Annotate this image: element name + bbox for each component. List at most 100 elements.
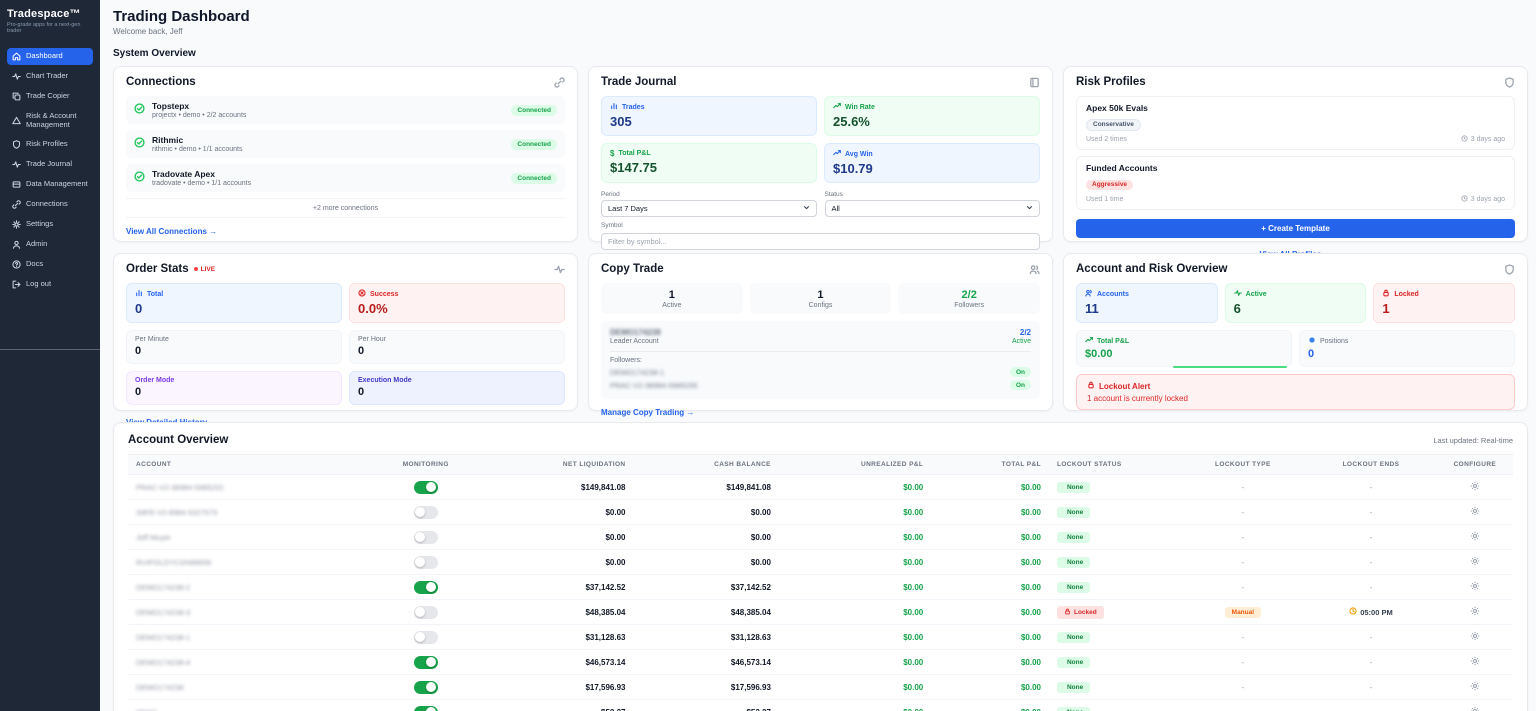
on-badge[interactable]: On xyxy=(1010,380,1031,390)
table-row: RUIFOLDYCGN88656 $0.00 $0.00 $0.00 $0.00… xyxy=(128,550,1513,575)
configure-gear-icon[interactable] xyxy=(1470,606,1480,616)
sidebar-item-logout[interactable]: Log out xyxy=(7,276,93,293)
lockout-type-badge: Manual xyxy=(1225,607,1261,618)
create-template-button[interactable]: + Create Template xyxy=(1076,219,1515,238)
view-all-connections-link[interactable]: View All Connections → xyxy=(126,227,217,236)
last-updated-label: Last updated: Real-time xyxy=(1433,436,1513,445)
configure-gear-icon[interactable] xyxy=(1470,556,1480,566)
configure-gear-icon[interactable] xyxy=(1470,531,1480,541)
sidebar-item-connections[interactable]: Connections xyxy=(7,196,93,213)
configure-gear-icon[interactable] xyxy=(1470,506,1480,516)
status-select[interactable]: All xyxy=(825,200,1041,217)
positions-stat: Positions 0 xyxy=(1299,330,1515,367)
on-badge[interactable]: On xyxy=(1010,367,1031,377)
connection-item[interactable]: Rithmic rithmic • demo • 1/1 accounts Co… xyxy=(126,130,565,158)
order-stats-title: Order Stats xyxy=(126,263,189,275)
lockout-type-dash: - xyxy=(1242,583,1245,592)
monitoring-toggle[interactable] xyxy=(414,606,438,619)
table-row: 98568 $52.27 $52.27 $0.00 $0.00 None - -… xyxy=(128,700,1513,711)
symbol-input[interactable] xyxy=(601,233,1040,250)
lockout-type-dash: - xyxy=(1242,683,1245,692)
sidebar-item-admin[interactable]: Admin xyxy=(7,236,93,253)
status-label: Status xyxy=(825,191,1041,198)
col-net-liquidation: Net Liquidation xyxy=(488,455,633,475)
brand-logo: Tradespace™ xyxy=(7,8,93,20)
app-root: Tradespace™ Pro-grade apps for a next-ge… xyxy=(0,0,1536,711)
monitoring-toggle[interactable] xyxy=(414,681,438,694)
follower-name: DEMO174238-1 xyxy=(610,368,664,377)
manage-copy-trading-link[interactable]: Manage Copy Trading → xyxy=(601,408,694,417)
table-row: Jeff Moyer $0.00 $0.00 $0.00 $0.00 None … xyxy=(128,525,1513,550)
total-pnl-value: $0.00 xyxy=(931,525,1049,550)
configure-gear-icon[interactable] xyxy=(1470,681,1480,691)
sidebar-item-chart-trader[interactable]: Chart Trader xyxy=(7,68,93,85)
trade-journal-card: Trade Journal Trades 305 Win Rate 25.6% … xyxy=(588,66,1053,242)
account-name: DEMO174238-1 xyxy=(136,633,190,642)
main-content: Trading Dashboard Welcome back, Jeff Sys… xyxy=(100,0,1536,711)
configure-gear-icon[interactable] xyxy=(1470,631,1480,641)
connection-name: Tradovate Apex xyxy=(152,169,504,179)
sidebar-item-data-management[interactable]: Data Management xyxy=(7,176,93,193)
monitoring-toggle[interactable] xyxy=(414,481,438,494)
net-liquidation-value: $0.00 xyxy=(488,550,633,575)
alert-triangle-icon xyxy=(12,116,21,125)
cash-balance-value: $37,142.52 xyxy=(634,575,779,600)
configure-gear-icon[interactable] xyxy=(1470,706,1480,711)
activity-icon xyxy=(554,264,565,275)
more-connections-label: +2 more connections xyxy=(126,198,565,218)
col-unrealized-pnl: Unrealized P&L xyxy=(779,455,931,475)
sidebar-item-dashboard[interactable]: Dashboard xyxy=(7,48,93,65)
col-monitoring: Monitoring xyxy=(363,455,488,475)
connection-item[interactable]: Tradovate Apex tradovate • demo • 1/1 ac… xyxy=(126,164,565,192)
sidebar-item-risk-profiles[interactable]: Risk Profiles xyxy=(7,136,93,153)
lockout-ends-dash: - xyxy=(1370,508,1373,517)
brand-tagline: Pro-grade apps for a next-gen trader xyxy=(7,22,93,34)
copy-trade-title: Copy Trade xyxy=(601,263,664,275)
configure-gear-icon[interactable] xyxy=(1470,581,1480,591)
active-copiers-stat: 1 Active xyxy=(601,283,743,314)
monitoring-toggle[interactable] xyxy=(414,506,438,519)
unrealized-pnl-value: $0.00 xyxy=(779,650,931,675)
connection-item[interactable]: Topstepx projectx • demo • 2/2 accounts … xyxy=(126,96,565,124)
monitoring-toggle[interactable] xyxy=(414,656,438,669)
unrealized-pnl-value: $0.00 xyxy=(779,700,931,711)
monitoring-toggle[interactable] xyxy=(414,531,438,544)
users-icon xyxy=(1085,289,1093,299)
help-icon xyxy=(12,260,21,269)
sidebar-item-trade-copier[interactable]: Trade Copier xyxy=(7,88,93,105)
risk-profiles-title: Risk Profiles xyxy=(1076,76,1146,88)
profile-used: Used 2 times xyxy=(1086,136,1127,143)
monitoring-toggle[interactable] xyxy=(414,631,438,644)
pulse-icon xyxy=(12,160,21,169)
leader-account-label: Leader Account xyxy=(610,338,661,345)
trades-stat: Trades 305 xyxy=(601,96,817,136)
page-title: Trading Dashboard xyxy=(113,8,1528,25)
unrealized-pnl-value: $0.00 xyxy=(779,675,931,700)
risk-profile-item[interactable]: Apex 50k Evals Conservative Used 2 times… xyxy=(1076,96,1515,150)
configure-gear-icon[interactable] xyxy=(1470,656,1480,666)
monitoring-toggle[interactable] xyxy=(414,556,438,569)
period-select[interactable]: Last 7 Days xyxy=(601,200,817,217)
account-name: S8FE-V2-8984-5327575 xyxy=(136,508,217,517)
account-overview-title: Account Overview xyxy=(128,434,228,446)
configure-gear-icon[interactable] xyxy=(1470,481,1480,491)
sidebar-item-trade-journal[interactable]: Trade Journal xyxy=(7,156,93,173)
sidebar-item-settings[interactable]: Settings xyxy=(7,216,93,233)
account-name: DEMO174238-4 xyxy=(136,658,190,667)
connection-name: Topstepx xyxy=(152,101,504,111)
trend-up-icon xyxy=(833,149,841,159)
home-icon xyxy=(12,52,21,61)
connections-card: Connections Topstepx projectx • demo • 2… xyxy=(113,66,578,242)
sidebar-item-risk-account-management[interactable]: Risk & Account Management xyxy=(7,108,93,133)
lockout-ends-dash: - xyxy=(1370,633,1373,642)
profile-used: Used 1 time xyxy=(1086,196,1123,203)
risk-profile-item[interactable]: Funded Accounts Aggressive Used 1 time 3… xyxy=(1076,156,1515,210)
profile-badge: Aggressive xyxy=(1086,180,1133,190)
unrealized-pnl-value: $0.00 xyxy=(779,475,931,500)
sidebar-item-docs[interactable]: Docs xyxy=(7,256,93,273)
monitoring-toggle[interactable] xyxy=(414,581,438,594)
col-lockout-status: Lockout Status xyxy=(1049,455,1181,475)
lock-icon xyxy=(1087,381,1095,391)
account-name: PRAC-V2-38984-5985202 xyxy=(136,483,224,492)
monitoring-toggle[interactable] xyxy=(414,706,438,711)
